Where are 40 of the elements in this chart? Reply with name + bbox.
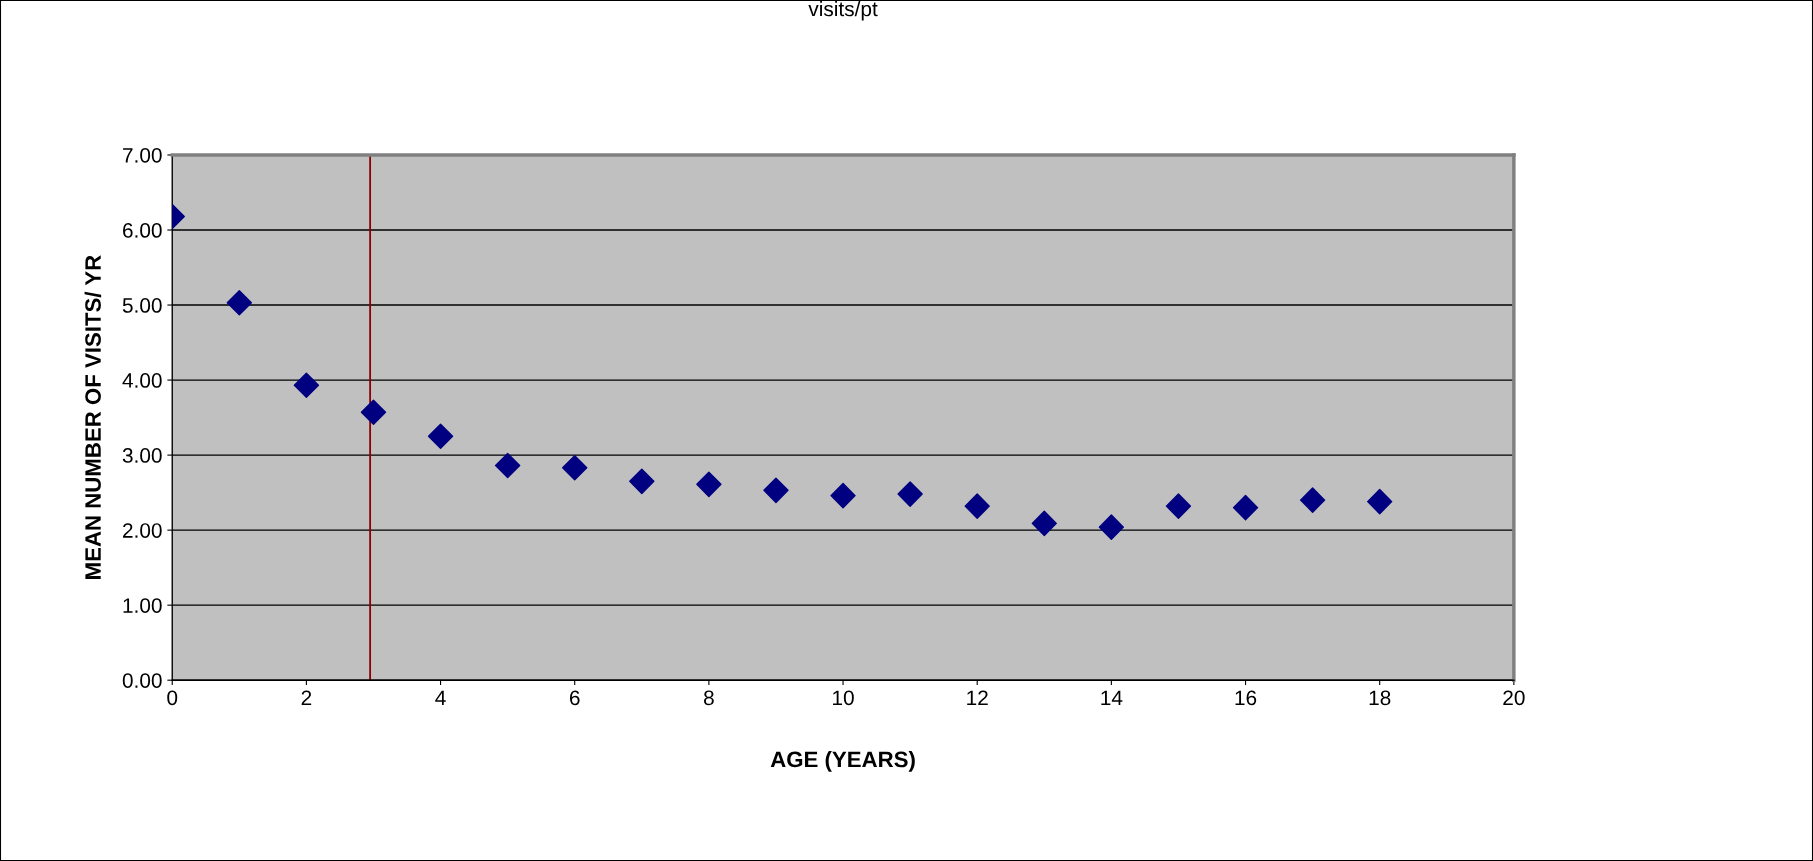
y-tick-label: 4.00 (122, 373, 162, 388)
y-tick-label: 7.00 (123, 147, 162, 163)
point (1098, 514, 1125, 540)
y-tick-label: 5.00 (122, 298, 162, 313)
x-tick-label: 18 (1369, 690, 1391, 706)
x-tick-label: 20 (1503, 690, 1525, 706)
point (830, 482, 856, 509)
point (1232, 494, 1259, 521)
y-tick-label: 3.00 (122, 448, 162, 463)
x-axis-title: AGE (YEARS) (770, 751, 915, 772)
point (1366, 488, 1393, 515)
point (427, 423, 454, 450)
x-tick-label: 4 (435, 690, 446, 706)
point (897, 481, 923, 507)
x-tick-label: 12 (967, 690, 988, 706)
point (561, 455, 588, 481)
y-tick-label: 6.00 (123, 223, 162, 238)
point (226, 290, 253, 316)
y-tick-label: 2.00 (123, 523, 162, 538)
point (360, 399, 387, 426)
chart-title: visits/pt (808, 0, 878, 21)
x-tick-label: 10 (833, 690, 854, 706)
y-tick-label: 1.00 (123, 598, 162, 613)
x-tick-label: 6 (569, 690, 580, 706)
x-tick-label: 8 (704, 690, 714, 706)
point (494, 452, 521, 479)
y-tick-label: 0.00 (122, 673, 162, 688)
point (629, 468, 655, 495)
x-tick-label: 16 (1235, 690, 1257, 706)
point (293, 372, 320, 399)
point (1299, 487, 1326, 513)
point (696, 471, 722, 498)
point (1165, 493, 1192, 519)
point (763, 477, 789, 504)
x-tick-label: 2 (301, 690, 312, 706)
y-axis-title: MEAN NUMBER OF VISITS/ YR (84, 255, 102, 579)
point (964, 493, 990, 519)
x-tick-label: 0 (167, 690, 178, 706)
x-tick-label: 14 (1101, 690, 1123, 706)
point (1031, 510, 1058, 537)
